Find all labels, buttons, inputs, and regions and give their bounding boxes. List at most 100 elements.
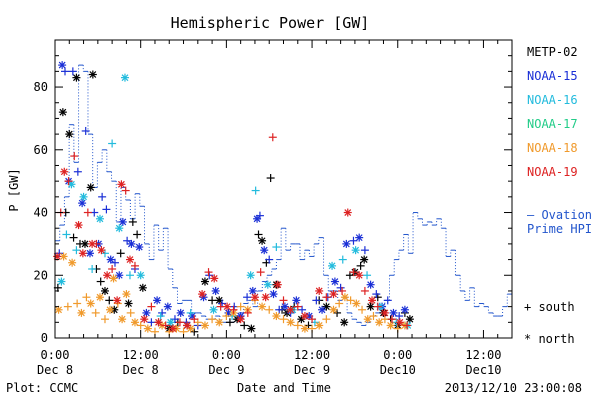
data-point-south <box>91 308 100 317</box>
data-point-south <box>116 249 125 258</box>
marker-legend-entry: * north <box>524 332 575 346</box>
data-point-south <box>121 186 130 195</box>
y-tick-label: 20 <box>34 268 48 282</box>
data-point-south <box>358 305 367 314</box>
data-point-north <box>130 318 139 327</box>
y-tick-label: 80 <box>34 80 48 94</box>
data-point-north <box>250 293 259 302</box>
x-axis-label: Date and Time <box>237 381 331 395</box>
data-point-north <box>59 252 68 261</box>
data-point-south <box>243 308 252 317</box>
data-point-south <box>110 258 119 267</box>
data-point-south <box>147 302 156 311</box>
data-point-south <box>308 315 317 324</box>
data-point-north <box>258 236 267 245</box>
data-point-south <box>102 205 111 214</box>
data-point-north <box>366 280 375 289</box>
data-point-north <box>363 315 372 324</box>
data-point-north <box>340 293 349 302</box>
data-point-north <box>65 130 74 139</box>
data-point-north <box>58 61 67 70</box>
data-point-north <box>389 308 398 317</box>
data-point-north <box>286 318 295 327</box>
data-point-north <box>135 243 144 252</box>
data-point-north <box>322 302 331 311</box>
data-point-south <box>82 293 91 302</box>
data-point-south <box>338 286 347 295</box>
x-tick-time-label: 12:00 <box>294 348 330 362</box>
data-point-north <box>106 255 115 264</box>
data-point-north <box>352 299 361 308</box>
data-point-north <box>198 290 207 299</box>
data-point-north <box>109 274 118 283</box>
data-point-south <box>266 174 275 183</box>
data-point-north <box>85 249 94 258</box>
data-point-north <box>248 286 257 295</box>
data-point-north <box>86 183 95 192</box>
data-point-south <box>272 243 281 252</box>
data-point-south <box>265 305 274 314</box>
data-point-north <box>330 277 339 286</box>
x-tick-date-label: Dec 9 <box>208 363 244 377</box>
data-point-north <box>375 318 384 327</box>
data-point-south <box>73 299 82 308</box>
data-point-south <box>251 186 260 195</box>
data-point-south <box>349 268 358 277</box>
data-point-south <box>268 133 277 142</box>
data-point-north <box>86 299 95 308</box>
data-point-south <box>108 264 117 273</box>
y-axis-label: P [GW] <box>7 168 21 211</box>
data-point-north <box>318 305 327 314</box>
footer-timestamp: 2013/12/10 23:00:08 <box>445 381 582 395</box>
data-point-north <box>211 286 220 295</box>
data-point-south <box>349 236 358 245</box>
data-point-south <box>64 177 73 186</box>
data-point-north <box>395 318 404 327</box>
data-point-north <box>115 271 124 280</box>
data-point-south <box>395 312 404 321</box>
data-point-north <box>60 167 69 176</box>
data-point-south <box>335 299 344 308</box>
data-point-south <box>208 315 217 324</box>
data-point-north <box>292 296 301 305</box>
ovation-legend-line1: — Ovation <box>527 208 592 222</box>
data-point-south <box>373 302 382 311</box>
marker-legend-entry: + south <box>524 300 575 314</box>
data-point-north <box>329 305 338 314</box>
data-point-north <box>105 305 114 314</box>
data-point-north <box>154 318 163 327</box>
data-point-north <box>68 258 77 267</box>
data-point-south <box>147 318 156 327</box>
data-point-south <box>190 315 199 324</box>
data-point-south <box>72 246 81 255</box>
series-legend: METP-02 NOAA-15 NOAA-16 NOAA-17 NOAA-18 NOAA-… <box>527 45 578 179</box>
data-point-north <box>103 271 112 280</box>
data-point-south <box>240 321 249 330</box>
data-point-north <box>95 214 104 223</box>
data-point-south <box>92 239 101 248</box>
data-point-north <box>78 249 87 258</box>
data-point-south <box>225 318 234 327</box>
data-point-north <box>120 73 129 82</box>
data-point-south <box>170 315 179 324</box>
data-point-south <box>363 271 372 280</box>
data-point-north <box>117 180 126 189</box>
data-point-north <box>183 321 192 330</box>
data-point-north <box>368 296 377 305</box>
data-point-north <box>74 221 83 230</box>
data-point-north <box>328 261 337 270</box>
data-point-south <box>96 277 105 286</box>
data-point-south <box>69 233 78 242</box>
data-point-south <box>265 255 274 264</box>
data-point-south <box>346 296 355 305</box>
x-tick-time-label: 0:00 <box>383 348 412 362</box>
data-point-north <box>329 290 338 299</box>
data-point-south <box>161 321 170 330</box>
data-point-south <box>108 139 117 148</box>
data-point-north <box>215 318 224 327</box>
data-point-north <box>351 246 360 255</box>
data-point-south <box>356 261 365 270</box>
data-point-north <box>340 318 349 327</box>
data-point-south <box>255 211 264 220</box>
